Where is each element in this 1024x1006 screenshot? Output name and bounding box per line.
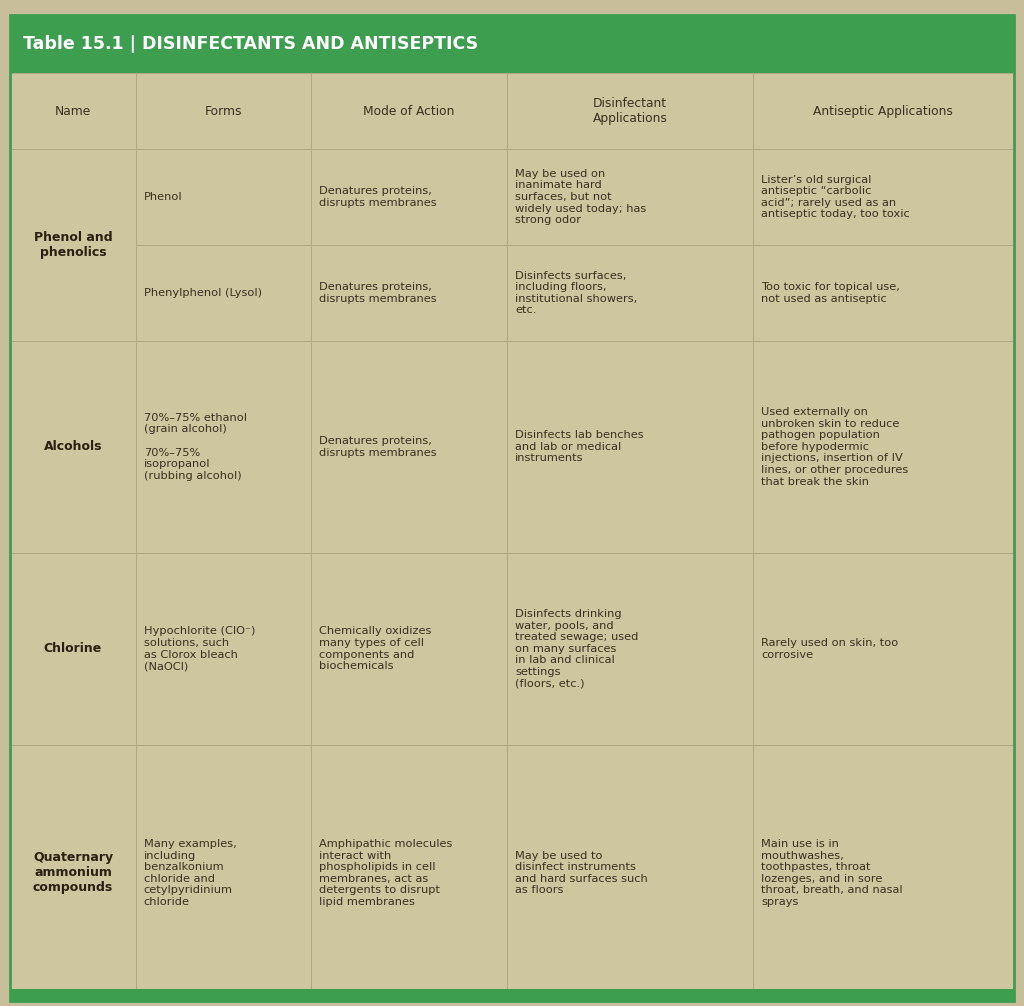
Bar (507, 244, 753, 341)
Bar (10, 341, 135, 552)
Bar (135, 552, 311, 744)
Text: Amphipathic molecules
interact with
phospholipids in cell
membranes, act as
dete: Amphipathic molecules interact with phos… (319, 839, 453, 907)
Bar (507, 73, 753, 149)
Bar (10, 989, 1014, 1001)
Text: Disinfectant
Applications: Disinfectant Applications (593, 98, 668, 125)
Text: Mode of Action: Mode of Action (364, 105, 455, 118)
Text: Alcohols: Alcohols (44, 441, 102, 454)
Text: Antiseptic Applications: Antiseptic Applications (813, 105, 953, 118)
Text: May be used to
disinfect instruments
and hard surfaces such
as floors: May be used to disinfect instruments and… (515, 850, 648, 895)
Bar (311, 73, 507, 149)
Text: Used externally on
unbroken skin to reduce
pathogen population
before hypodermic: Used externally on unbroken skin to redu… (761, 407, 908, 487)
Text: Many examples,
including
benzalkonium
chloride and
cetylpyridinium
chloride: Many examples, including benzalkonium ch… (143, 839, 237, 907)
Bar (311, 744, 507, 1001)
Bar (135, 744, 311, 1001)
Text: Hypochlorite (ClO⁻)
solutions, such
as Clorox bleach
(NaOCl): Hypochlorite (ClO⁻) solutions, such as C… (143, 627, 255, 671)
Text: Phenylphenol (Lysol): Phenylphenol (Lysol) (143, 288, 262, 298)
Text: Denatures proteins,
disrupts membranes: Denatures proteins, disrupts membranes (319, 186, 437, 207)
Bar (10, 744, 135, 1001)
Text: Rarely used on skin, too
corrosive: Rarely used on skin, too corrosive (761, 638, 898, 660)
Text: Phenol: Phenol (143, 192, 182, 202)
Bar (311, 149, 507, 244)
Bar (10, 73, 135, 149)
Bar (507, 744, 753, 1001)
Bar (753, 341, 1014, 552)
Bar (135, 244, 311, 341)
Bar (507, 552, 753, 744)
Text: Phenol and
phenolics: Phenol and phenolics (34, 231, 113, 259)
Bar (753, 744, 1014, 1001)
Text: Main use is in
mouthwashes,
toothpastes, throat
lozenges, and in sore
throat, br: Main use is in mouthwashes, toothpastes,… (761, 839, 903, 907)
Text: Disinfects drinking
water, pools, and
treated sewage; used
on many surfaces
in l: Disinfects drinking water, pools, and tr… (515, 609, 639, 689)
Bar (10, 552, 135, 744)
Bar (507, 341, 753, 552)
Bar (507, 149, 753, 244)
Text: Disinfects surfaces,
including floors,
institutional showers,
etc.: Disinfects surfaces, including floors, i… (515, 271, 637, 315)
Bar (753, 73, 1014, 149)
Text: May be used on
inanimate hard
surfaces, but not
widely used today; has
strong od: May be used on inanimate hard surfaces, … (515, 169, 646, 225)
Bar (10, 15, 1014, 73)
Text: Denatures proteins,
disrupts membranes: Denatures proteins, disrupts membranes (319, 436, 437, 458)
Bar (311, 552, 507, 744)
Bar (135, 149, 311, 244)
Text: Chemically oxidizes
many types of cell
components and
biochemicals: Chemically oxidizes many types of cell c… (319, 627, 432, 671)
Text: Denatures proteins,
disrupts membranes: Denatures proteins, disrupts membranes (319, 282, 437, 304)
Text: Too toxic for topical use,
not used as antiseptic: Too toxic for topical use, not used as a… (761, 282, 900, 304)
Text: Disinfects lab benches
and lab or medical
instruments: Disinfects lab benches and lab or medica… (515, 431, 644, 464)
Text: Quaternary
ammonium
compounds: Quaternary ammonium compounds (33, 851, 113, 894)
Bar (135, 341, 311, 552)
Bar (135, 73, 311, 149)
Bar (753, 552, 1014, 744)
Text: Table 15.1 | DISINFECTANTS AND ANTISEPTICS: Table 15.1 | DISINFECTANTS AND ANTISEPTI… (23, 35, 477, 53)
Text: Chlorine: Chlorine (44, 642, 102, 655)
Bar (311, 244, 507, 341)
Bar (311, 341, 507, 552)
Text: 70%–75% ethanol
(grain alcohol)

70%–75%
isopropanol
(rubbing alcohol): 70%–75% ethanol (grain alcohol) 70%–75% … (143, 412, 247, 481)
Text: Lister’s old surgical
antiseptic “carbolic
acid”; rarely used as an
antiseptic t: Lister’s old surgical antiseptic “carbol… (761, 174, 909, 219)
Bar (10, 149, 135, 341)
Text: Forms: Forms (205, 105, 243, 118)
Text: Name: Name (55, 105, 91, 118)
Bar (753, 149, 1014, 244)
Bar (753, 244, 1014, 341)
